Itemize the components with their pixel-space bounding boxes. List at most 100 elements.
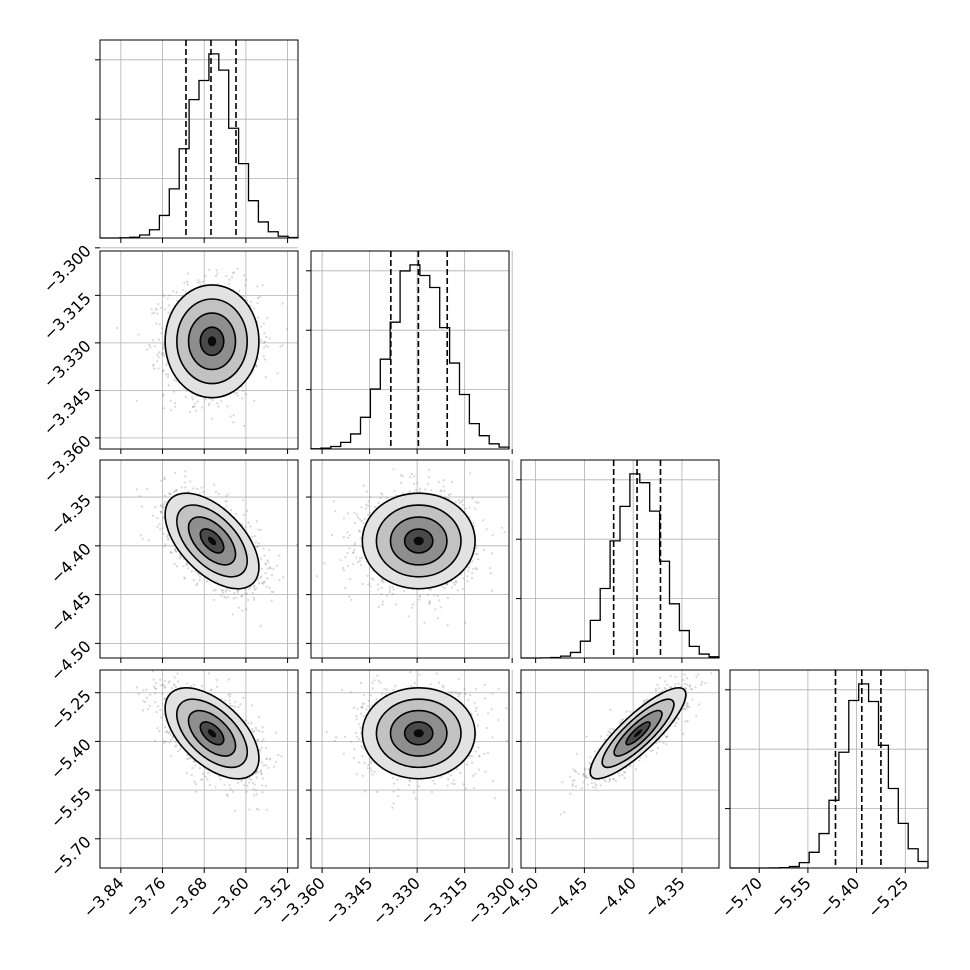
scatter-point: [388, 591, 391, 594]
scatter-point: [424, 488, 427, 491]
scatter-point: [215, 269, 218, 272]
scatter-panel-2-1: [306, 459, 513, 663]
scatter-point: [411, 603, 415, 606]
scatter-point: [162, 394, 165, 397]
scatter-point: [186, 280, 189, 283]
scatter-point: [355, 513, 358, 516]
scatter-point: [264, 764, 267, 767]
scatter-point: [388, 585, 391, 589]
scatter-point: [271, 590, 275, 594]
scatter-point: [374, 506, 377, 509]
scatter-point: [436, 594, 439, 598]
scatter-point: [198, 578, 201, 582]
scatter-point: [174, 471, 177, 474]
scatter-point: [151, 514, 154, 517]
scatter-point: [158, 730, 161, 733]
scatter-point: [176, 299, 179, 302]
scatter-point: [457, 499, 460, 502]
scatter-point: [162, 393, 165, 396]
scatter-point: [394, 603, 397, 606]
scatter-point: [172, 390, 175, 393]
scatter-point: [200, 406, 203, 409]
scatter-point: [500, 526, 504, 529]
scatter-point: [462, 577, 465, 580]
scatter-point: [247, 521, 250, 524]
scatter-point: [232, 597, 236, 600]
scatter-point: [260, 746, 263, 750]
scatter-point: [174, 402, 177, 405]
scatter-point: [379, 496, 382, 499]
y-tick-label: −4.45: [47, 588, 95, 636]
scatter-point: [442, 479, 445, 482]
scatter-point: [191, 396, 194, 399]
scatter-point: [228, 695, 231, 698]
scatter-point: [416, 481, 419, 485]
scatter-point: [347, 564, 350, 567]
scatter-point: [213, 483, 216, 486]
scatter-point: [160, 504, 163, 507]
scatter-point: [196, 400, 199, 403]
scatter-point: [368, 511, 371, 514]
scatter-point: [452, 581, 455, 584]
scatter-point: [423, 621, 426, 625]
scatter-point: [266, 345, 270, 348]
scatter-point: [388, 588, 392, 591]
scatter-point: [197, 573, 200, 576]
scatter-point: [442, 485, 445, 488]
scatter-point: [475, 546, 478, 550]
scatter-point: [263, 580, 266, 583]
scatter-point: [341, 566, 345, 570]
scatter-point: [148, 539, 151, 542]
scatter-point: [246, 509, 249, 513]
scatter-point: [466, 575, 469, 578]
scatter-point: [262, 582, 265, 585]
scatter-point: [443, 489, 446, 492]
scatter-point: [244, 592, 247, 595]
scatter-point: [348, 547, 351, 550]
scatter-point: [163, 354, 166, 357]
scatter-point: [190, 774, 193, 777]
scatter-point: [401, 475, 404, 478]
scatter-point: [255, 792, 258, 796]
scatter-point: [183, 481, 186, 484]
scatter-point: [160, 479, 163, 482]
scatter-point: [413, 475, 416, 478]
scatter-point: [164, 308, 167, 311]
scatter-point: [241, 609, 244, 612]
scatter-point: [167, 373, 170, 376]
scatter-point: [184, 395, 187, 398]
scatter-point: [249, 525, 252, 528]
scatter-point: [409, 490, 412, 493]
x-tick-label: −5.70: [718, 873, 766, 921]
histogram-panel-2: [516, 459, 720, 663]
scatter-point: [153, 311, 156, 314]
scatter-point: [279, 345, 282, 348]
scatter-point: [228, 278, 231, 281]
scatter-point: [380, 593, 383, 596]
scatter-point: [377, 605, 380, 609]
scatter-point: [183, 576, 186, 579]
x-tick-label: −5.55: [767, 873, 815, 921]
scatter-point: [231, 790, 234, 793]
scatter-point: [170, 409, 173, 412]
scatter-point: [155, 711, 158, 714]
scatter-point: [256, 285, 259, 288]
scatter-point: [353, 521, 357, 525]
scatter-point: [139, 534, 143, 537]
scatter-point: [236, 781, 240, 785]
scatter-point: [232, 421, 235, 424]
scatter-point: [266, 567, 269, 570]
scatter-point: [489, 566, 492, 570]
scatter-point: [244, 526, 247, 529]
scatter-point: [377, 588, 380, 591]
scatter-point: [213, 598, 216, 602]
scatter-point: [446, 596, 449, 600]
scatter-point: [157, 367, 160, 370]
scatter-point: [427, 483, 430, 486]
scatter-point: [198, 281, 201, 284]
scatter-point: [184, 290, 187, 293]
scatter-point: [353, 543, 356, 546]
scatter-point: [156, 353, 159, 356]
scatter-point: [191, 398, 195, 401]
scatter-point: [376, 583, 379, 586]
